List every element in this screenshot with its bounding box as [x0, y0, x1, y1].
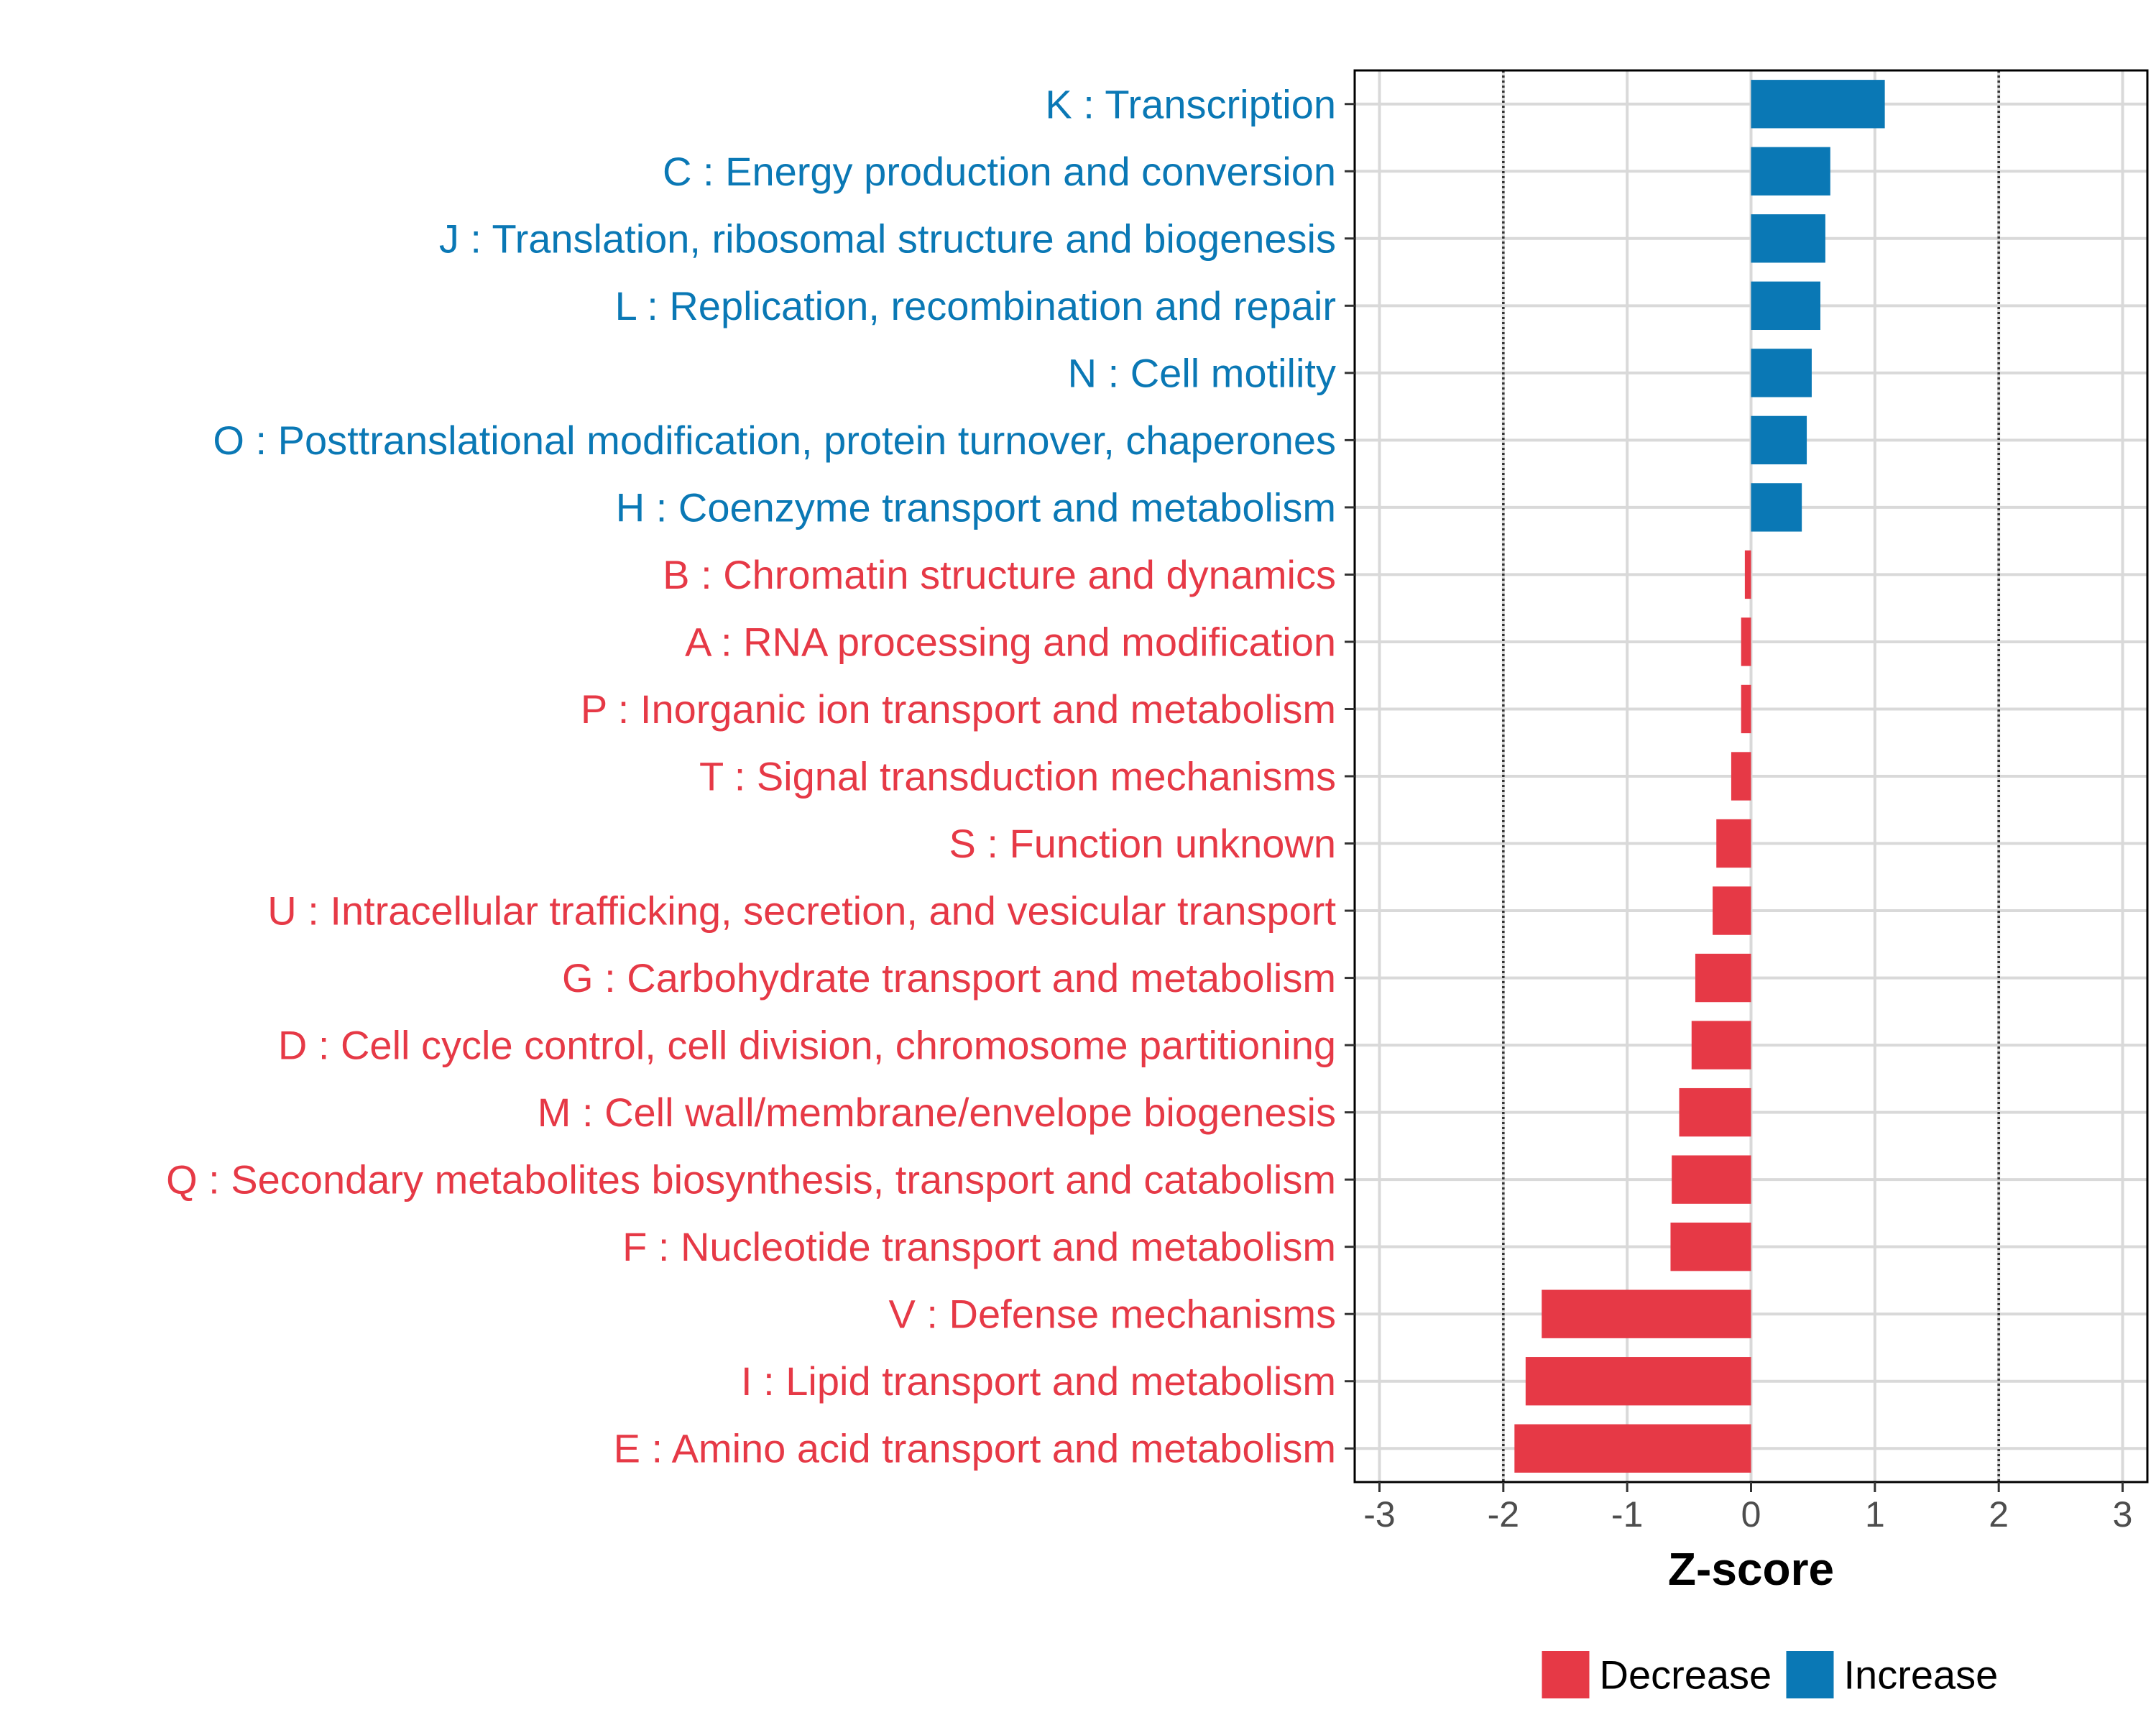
category-label: J : Translation, ribosomal structure and… — [439, 216, 1336, 261]
bar — [1542, 1289, 1751, 1338]
x-tick-label: 1 — [1865, 1494, 1885, 1535]
category-label: P : Inorganic ion transport and metaboli… — [581, 686, 1336, 732]
legend-swatch — [1786, 1651, 1834, 1698]
bar — [1731, 752, 1751, 801]
bar — [1751, 483, 1802, 532]
legend-label: Decrease — [1600, 1652, 1772, 1698]
bar — [1741, 617, 1751, 666]
y-axis-labels: K : Transcription C : Energy production a… — [166, 81, 1336, 1471]
category-label: Q : Secondary metabolites biosynthesis, … — [166, 1157, 1336, 1202]
bar — [1744, 550, 1751, 599]
bar — [1751, 415, 1807, 465]
bar — [1695, 953, 1751, 1003]
bar — [1751, 281, 1821, 331]
category-label: L : Replication, recombination and repai… — [615, 283, 1336, 328]
x-tick-label: -3 — [1363, 1494, 1395, 1535]
bar — [1716, 819, 1751, 868]
x-tick-label: 0 — [1741, 1494, 1761, 1535]
x-tick-label: 3 — [2113, 1494, 2133, 1535]
bar — [1679, 1087, 1751, 1137]
category-label: K : Transcription — [1045, 81, 1336, 126]
category-label: C : Energy production and conversion — [663, 149, 1336, 194]
bar — [1751, 214, 1825, 263]
category-label: I : Lipid transport and metabolism — [741, 1358, 1336, 1404]
category-label: D : Cell cycle control, cell division, c… — [278, 1023, 1336, 1068]
category-label: A : RNA processing and modification — [685, 619, 1336, 664]
bar — [1741, 684, 1751, 734]
bar — [1751, 147, 1830, 196]
bar — [1751, 349, 1812, 397]
reference-lines — [1502, 70, 2000, 1482]
category-label: T : Signal transduction mechanisms — [699, 754, 1336, 799]
x-tick-label: -1 — [1611, 1494, 1643, 1535]
x-tick-label: -2 — [1488, 1494, 1519, 1535]
bar — [1670, 1222, 1751, 1271]
category-label: B : Chromatin structure and dynamics — [663, 552, 1336, 597]
x-tick-label: 2 — [1989, 1494, 2009, 1535]
y-axis-ticks — [1345, 103, 1355, 1450]
category-label: S : Function unknown — [949, 821, 1336, 866]
bars — [1514, 80, 1885, 1473]
bar — [1525, 1357, 1751, 1406]
x-axis-ticks — [1378, 1482, 2124, 1492]
category-label: E : Amino acid transport and metabolism — [614, 1426, 1336, 1471]
bar — [1691, 1021, 1751, 1070]
category-label: O : Posttranslational modification, prot… — [213, 418, 1336, 463]
bar — [1672, 1155, 1751, 1204]
bar — [1713, 886, 1751, 935]
x-axis-title: Z-score — [1668, 1543, 1834, 1595]
category-label: M : Cell wall/membrane/envelope biogenes… — [538, 1090, 1336, 1135]
bar — [1751, 80, 1885, 129]
legend-label: Increase — [1844, 1652, 1999, 1698]
category-label: G : Carbohydrate transport and metabolis… — [562, 955, 1336, 1000]
category-label: V : Defense mechanisms — [889, 1292, 1336, 1337]
legend: Decrease Increase — [1542, 1651, 1999, 1698]
x-axis-labels: -3 -2 -1 0 1 2 3 — [1363, 1494, 2132, 1535]
bar — [1514, 1424, 1751, 1473]
legend-swatch — [1542, 1651, 1590, 1698]
category-label: F : Nucleotide transport and metabolism — [622, 1224, 1336, 1269]
category-label: H : Coenzyme transport and metabolism — [616, 484, 1336, 530]
category-label: N : Cell motility — [1068, 350, 1336, 395]
category-label: U : Intracellular trafficking, secretion… — [267, 888, 1336, 934]
